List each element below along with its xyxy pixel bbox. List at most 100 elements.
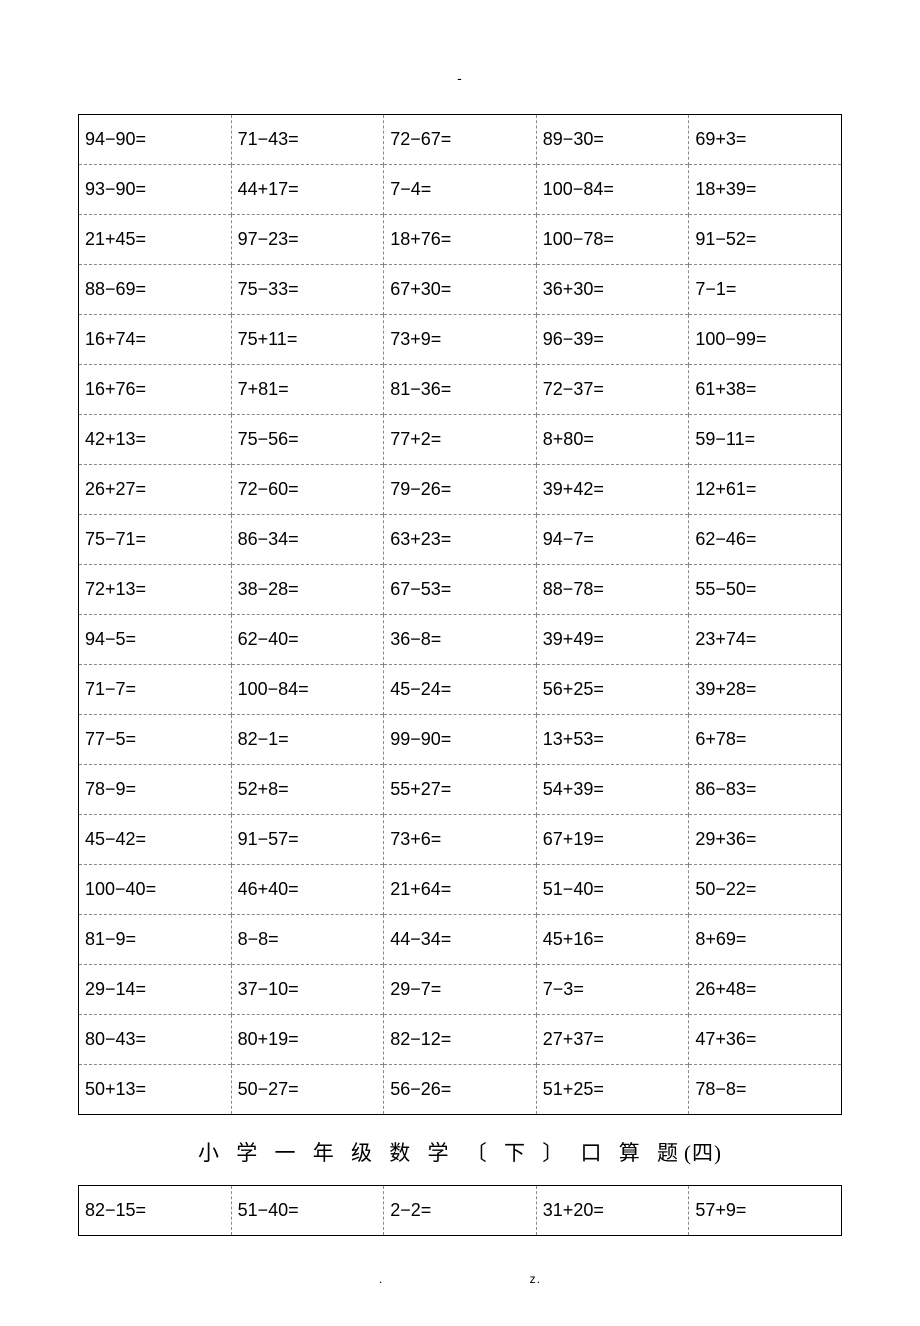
math-cell: 75−71= (79, 515, 232, 565)
math-cell: 99−90= (384, 715, 537, 765)
page-footer: . z. (78, 1272, 842, 1286)
math-cell: 56+25= (536, 665, 689, 715)
section-title-text: 小 学 一 年 级 数 学 〔 下 〕 口 算 题 (198, 1141, 684, 1165)
math-cell: 29−14= (79, 965, 232, 1015)
math-cell: 91−52= (689, 215, 842, 265)
math-cell: 45+16= (536, 915, 689, 965)
math-cell: 18+39= (689, 165, 842, 215)
math-cell: 8+80= (536, 415, 689, 465)
math-table-1: 94−90=71−43=72−67=89−30=69+3=93−90=44+17… (78, 114, 842, 1115)
math-cell: 51−40= (231, 1186, 384, 1236)
math-cell: 54+39= (536, 765, 689, 815)
math-cell: 8−8= (231, 915, 384, 965)
math-cell: 79−26= (384, 465, 537, 515)
math-cell: 86−34= (231, 515, 384, 565)
math-cell: 82−12= (384, 1015, 537, 1065)
math-cell: 86−83= (689, 765, 842, 815)
math-cell: 42+13= (79, 415, 232, 465)
table-row: 93−90=44+17=7−4=100−84=18+39= (79, 165, 842, 215)
math-cell: 62−40= (231, 615, 384, 665)
math-cell: 77+2= (384, 415, 537, 465)
table-row: 100−40=46+40=21+64=51−40=50−22= (79, 865, 842, 915)
math-table-2: 82−15=51−40=2−2=31+20=57+9= (78, 1185, 842, 1236)
table-row: 72+13=38−28=67−53=88−78=55−50= (79, 565, 842, 615)
math-cell: 88−69= (79, 265, 232, 315)
math-cell: 75+11= (231, 315, 384, 365)
math-cell: 71−7= (79, 665, 232, 715)
math-cell: 78−9= (79, 765, 232, 815)
table-row: 16+76=7+81=81−36=72−37=61+38= (79, 365, 842, 415)
math-cell: 67−53= (384, 565, 537, 615)
math-cell: 56−26= (384, 1065, 537, 1115)
math-cell: 29−7= (384, 965, 537, 1015)
math-cell: 59−11= (689, 415, 842, 465)
top-mark: - (78, 70, 842, 86)
table-row: 82−15=51−40=2−2=31+20=57+9= (79, 1186, 842, 1236)
math-cell: 26+27= (79, 465, 232, 515)
math-cell: 93−90= (79, 165, 232, 215)
math-cell: 26+48= (689, 965, 842, 1015)
math-cell: 12+61= (689, 465, 842, 515)
math-cell: 44+17= (231, 165, 384, 215)
table-row: 71−7=100−84=45−24=56+25=39+28= (79, 665, 842, 715)
math-cell: 36+30= (536, 265, 689, 315)
math-cell: 81−9= (79, 915, 232, 965)
math-cell: 63+23= (384, 515, 537, 565)
math-cell: 52+8= (231, 765, 384, 815)
math-cell: 18+76= (384, 215, 537, 265)
math-cell: 62−46= (689, 515, 842, 565)
math-cell: 39+28= (689, 665, 842, 715)
math-cell: 100−84= (231, 665, 384, 715)
table-row: 21+45=97−23=18+76=100−78=91−52= (79, 215, 842, 265)
math-cell: 72−67= (384, 115, 537, 165)
math-cell: 13+53= (536, 715, 689, 765)
math-cell: 8+69= (689, 915, 842, 965)
table-row: 78−9=52+8=55+27=54+39=86−83= (79, 765, 842, 815)
math-cell: 55+27= (384, 765, 537, 815)
math-cell: 7+81= (231, 365, 384, 415)
table-row: 80−43=80+19=82−12=27+37=47+36= (79, 1015, 842, 1065)
math-cell: 78−8= (689, 1065, 842, 1115)
table-row: 29−14=37−10=29−7=7−3=26+48= (79, 965, 842, 1015)
math-cell: 16+76= (79, 365, 232, 415)
table-row: 94−5=62−40=36−8=39+49=23+74= (79, 615, 842, 665)
table-row: 26+27=72−60=79−26=39+42=12+61= (79, 465, 842, 515)
math-cell: 73+6= (384, 815, 537, 865)
table-row: 88−69=75−33=67+30=36+30=7−1= (79, 265, 842, 315)
section-title-suffix: (四) (684, 1141, 722, 1165)
math-cell: 50+13= (79, 1065, 232, 1115)
math-cell: 96−39= (536, 315, 689, 365)
math-cell: 7−3= (536, 965, 689, 1015)
math-cell: 100−99= (689, 315, 842, 365)
math-cell: 67+30= (384, 265, 537, 315)
math-cell: 91−57= (231, 815, 384, 865)
table-row: 42+13=75−56=77+2=8+80=59−11= (79, 415, 842, 465)
page-container: - 94−90=71−43=72−67=89−30=69+3=93−90=44+… (0, 0, 920, 1326)
math-cell: 21+64= (384, 865, 537, 915)
table-row: 75−71=86−34=63+23=94−7=62−46= (79, 515, 842, 565)
math-cell: 50−27= (231, 1065, 384, 1115)
math-cell: 57+9= (689, 1186, 842, 1236)
math-cell: 45−42= (79, 815, 232, 865)
math-cell: 39+49= (536, 615, 689, 665)
math-cell: 7−4= (384, 165, 537, 215)
math-cell: 38−28= (231, 565, 384, 615)
math-cell: 7−1= (689, 265, 842, 315)
math-cell: 100−40= (79, 865, 232, 915)
math-cell: 72−37= (536, 365, 689, 415)
math-cell: 82−1= (231, 715, 384, 765)
math-cell: 72−60= (231, 465, 384, 515)
math-cell: 75−56= (231, 415, 384, 465)
math-cell: 55−50= (689, 565, 842, 615)
math-cell: 46+40= (231, 865, 384, 915)
table-row: 77−5=82−1=99−90=13+53=6+78= (79, 715, 842, 765)
math-cell: 100−78= (536, 215, 689, 265)
math-cell: 2−2= (384, 1186, 537, 1236)
math-cell: 71−43= (231, 115, 384, 165)
math-cell: 21+45= (79, 215, 232, 265)
table-row: 81−9=8−8=44−34=45+16=8+69= (79, 915, 842, 965)
math-cell: 88−78= (536, 565, 689, 615)
math-cell: 73+9= (384, 315, 537, 365)
math-cell: 39+42= (536, 465, 689, 515)
math-cell: 51+25= (536, 1065, 689, 1115)
